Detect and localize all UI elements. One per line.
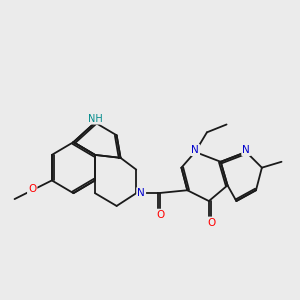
Text: O: O [208,218,216,228]
Text: N: N [242,145,250,155]
Text: N: N [191,145,199,155]
Text: NH: NH [88,114,102,124]
Text: O: O [157,210,165,220]
Text: O: O [28,184,36,194]
Text: N: N [137,188,145,198]
